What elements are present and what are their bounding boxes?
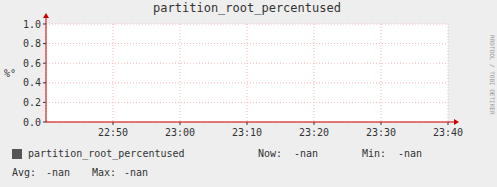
grid-line <box>247 24 248 122</box>
annotation: Now: <box>258 148 282 159</box>
annotation: -nan <box>294 148 318 159</box>
tick-label: 22:50 <box>98 127 128 138</box>
annotation: Avg: <box>12 167 36 178</box>
grid-line <box>46 43 448 44</box>
annotation: -nan <box>124 167 148 178</box>
grid-line <box>46 82 448 83</box>
tick-label: 0.8 <box>23 38 41 49</box>
y-axis-arrow <box>43 13 49 18</box>
chart: 0.0 0.2 0.4 0.6 0.8 1.0 22:50 23:00 23:10 23:20 23… <box>0 0 497 187</box>
annotation: -nan <box>398 148 422 159</box>
grid-line <box>180 24 181 122</box>
grid-line <box>381 24 382 122</box>
tick-label: 0.2 <box>23 97 41 108</box>
grid-line <box>314 24 315 122</box>
tick-label: 23:20 <box>299 127 329 138</box>
tick-label: 0.6 <box>23 58 41 69</box>
grid-line <box>113 24 114 122</box>
grid-line <box>448 24 449 122</box>
tick-label: 23:40 <box>433 127 463 138</box>
plot-area <box>46 24 448 122</box>
tick-label: 23:00 <box>165 127 195 138</box>
watermark: RRDTOOL / TOBI OETIKER <box>489 35 496 115</box>
tick-label: 23:30 <box>366 127 396 138</box>
axis-label: %° <box>4 68 16 79</box>
tick-label: 0.4 <box>23 77 41 88</box>
background <box>0 0 497 187</box>
annotation: Max: <box>92 167 116 178</box>
title: partition_root_percentused <box>153 1 341 15</box>
legend-label: partition_root_percentused <box>28 148 185 160</box>
legend-swatch <box>12 149 22 159</box>
annotation: -nan <box>46 167 70 178</box>
x-axis-arrow <box>454 119 459 125</box>
annotation: Min: <box>362 148 386 159</box>
x-axis <box>46 122 455 123</box>
y-axis <box>46 17 47 122</box>
tick-label: 0.0 <box>23 117 41 128</box>
tick-label: 1.0 <box>23 19 41 30</box>
tick-label: 23:10 <box>232 127 262 138</box>
